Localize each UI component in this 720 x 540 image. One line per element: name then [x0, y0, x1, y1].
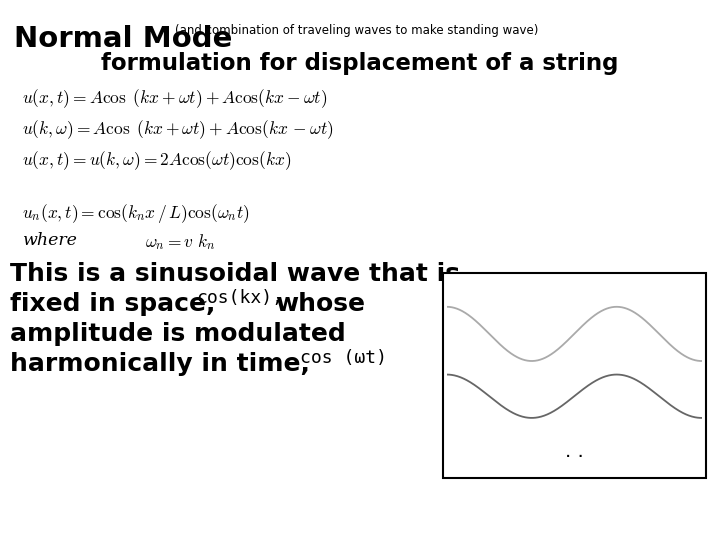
Text: cos (ωt): cos (ωt) — [300, 349, 387, 367]
Text: (and combination of traveling waves to make standing wave): (and combination of traveling waves to m… — [175, 24, 539, 37]
Text: $u_n(x,t) = \cos(k_n x\,/\,L)\cos(\omega_n t)$: $u_n(x,t) = \cos(k_n x\,/\,L)\cos(\omega… — [22, 202, 250, 225]
Text: $u(x,t) = A\cos\ (kx+\omega t)+A\cos(kx-\omega t)$: $u(x,t) = A\cos\ (kx+\omega t)+A\cos(kx-… — [22, 87, 327, 110]
Text: . .: . . — [564, 442, 584, 461]
Text: formulation for displacement of a string: formulation for displacement of a string — [102, 52, 618, 75]
Text: harmonically in time,: harmonically in time, — [10, 352, 310, 376]
Text: $u(k,\omega) = A\cos\ (kx+\omega t)+A\cos(kx\,-\omega t)$: $u(k,\omega) = A\cos\ (kx+\omega t)+A\co… — [22, 118, 333, 141]
Bar — [443, 273, 706, 478]
Text: $u(x,t) = u(k,\omega) = 2A\cos(\omega t)\cos(kx)$: $u(x,t) = u(k,\omega) = 2A\cos(\omega t)… — [22, 149, 291, 172]
Text: fixed in space,: fixed in space, — [10, 292, 215, 316]
Text: amplitude is modulated: amplitude is modulated — [10, 322, 346, 346]
Text: cos(kx),: cos(kx), — [196, 289, 283, 307]
Text: This is a sinusoidal wave that is: This is a sinusoidal wave that is — [10, 262, 460, 286]
Text: Normal Mode: Normal Mode — [14, 25, 233, 53]
Text: whose: whose — [275, 292, 365, 316]
Text: where: where — [22, 232, 77, 249]
Text: $\omega_n = v\ k_n$: $\omega_n = v\ k_n$ — [145, 232, 215, 252]
